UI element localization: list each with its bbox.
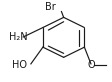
Text: Br: Br [45,2,56,12]
Text: H₂N: H₂N [9,32,28,42]
Text: O: O [87,60,95,70]
Text: HO: HO [12,60,27,70]
